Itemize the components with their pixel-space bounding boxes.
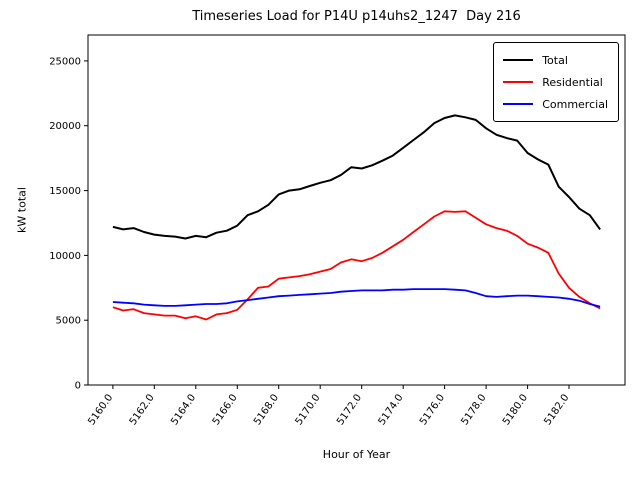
x-tick-label: 5164.0	[169, 392, 198, 427]
residential-line-swatch-icon	[503, 81, 534, 83]
x-tick-label: 5170.0	[294, 392, 323, 427]
legend-item-commercial: Commercial	[503, 93, 608, 115]
legend-item-total: Total	[503, 49, 608, 71]
x-tick-label: 5180.0	[501, 392, 530, 427]
y-tick-label: 10000	[49, 251, 81, 262]
y-tick-label: 0	[75, 381, 81, 392]
x-tick-label: 5160.0	[86, 392, 115, 427]
y-tick-label: 5000	[56, 316, 81, 327]
x-tick-label: 5174.0	[377, 392, 406, 427]
y-tick-label: 15000	[49, 186, 81, 197]
y-tick-label: 20000	[49, 121, 81, 132]
series-line-residential	[112, 210, 601, 321]
x-axis-label: Hour of Year	[322, 448, 391, 461]
x-tick-label: 5176.0	[418, 392, 447, 427]
commercial-line-swatch-icon	[503, 103, 534, 105]
legend-label-total: Total	[542, 53, 568, 67]
x-tick-label: 5172.0	[335, 392, 364, 427]
series-line-commercial	[112, 288, 601, 308]
x-tick-label: 5178.0	[459, 392, 488, 427]
y-tick-label: 25000	[49, 56, 81, 67]
legend-label-commercial: Commercial	[542, 97, 608, 111]
legend-item-residential: Residential	[503, 71, 608, 93]
axes-box	[87, 34, 626, 386]
x-tick-label: 5166.0	[211, 392, 240, 427]
legend-label-residential: Residential	[542, 75, 603, 89]
series-line-total	[112, 114, 601, 240]
total-line-swatch-icon	[503, 59, 534, 61]
chart-title: Timeseries Load for P14U p14uhs2_1247 Da…	[192, 9, 521, 24]
x-tick-label: 5182.0	[542, 392, 571, 427]
x-tick-label: 5168.0	[252, 392, 281, 427]
legend: Total Residential Commercial	[493, 42, 619, 122]
x-tick-label: 5162.0	[128, 392, 157, 427]
